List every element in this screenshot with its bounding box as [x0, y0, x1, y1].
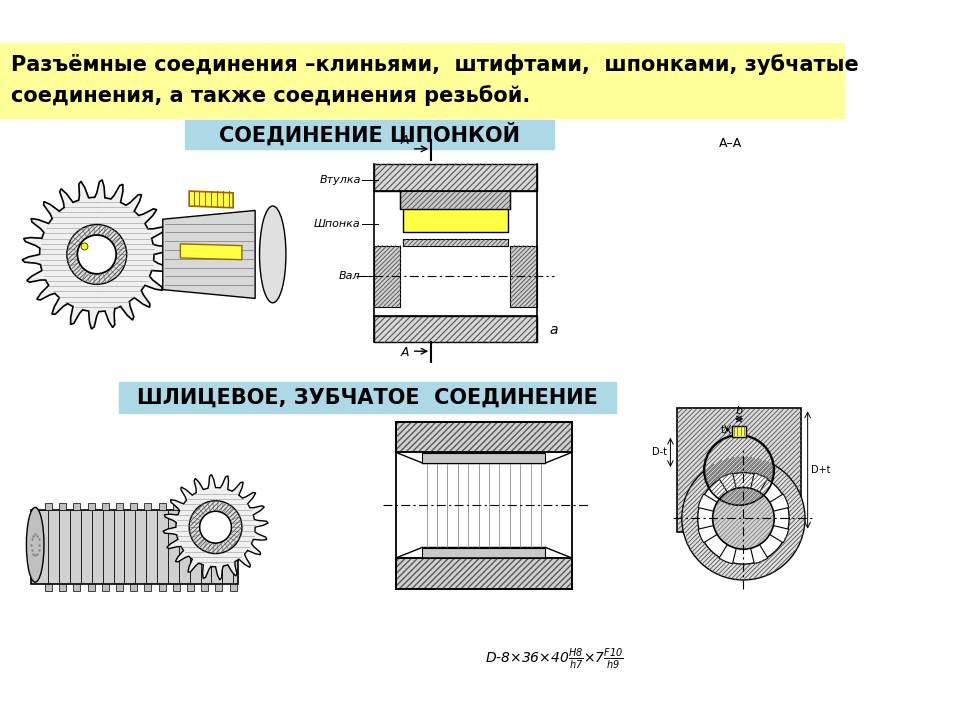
- Bar: [131, 585, 137, 590]
- Bar: [119, 382, 616, 413]
- Ellipse shape: [26, 508, 44, 582]
- Text: Разъёмные соединения –клиньями,  штифтами,  шпонками, зубчатые
соединения, а так: Разъёмные соединения –клиньями, штифтами…: [11, 54, 858, 106]
- Bar: [144, 503, 152, 510]
- Bar: [215, 503, 223, 510]
- Wedge shape: [750, 541, 768, 564]
- Circle shape: [200, 511, 231, 543]
- Wedge shape: [767, 525, 789, 543]
- Text: A–A: A–A: [719, 137, 742, 150]
- Text: ШЛИЦЕВОЕ, ЗУБЧАТОЕ  СОЕДИНЕНИЕ: ШЛИЦЕВОЕ, ЗУБЧАТОЕ СОЕДИНЕНИЕ: [137, 387, 598, 408]
- Bar: [60, 503, 66, 510]
- Polygon shape: [163, 210, 255, 298]
- Bar: [116, 503, 123, 510]
- Text: A: A: [400, 135, 409, 148]
- Wedge shape: [698, 525, 720, 543]
- Text: b: b: [735, 405, 743, 415]
- Bar: [403, 240, 508, 246]
- Wedge shape: [698, 494, 720, 512]
- Bar: [31, 510, 237, 585]
- Bar: [116, 585, 123, 590]
- Wedge shape: [719, 541, 737, 564]
- Text: a: a: [550, 323, 559, 337]
- Bar: [87, 585, 94, 590]
- Wedge shape: [767, 494, 789, 512]
- Circle shape: [67, 225, 127, 284]
- Bar: [158, 503, 166, 510]
- Bar: [184, 120, 554, 149]
- Polygon shape: [189, 191, 233, 208]
- Circle shape: [189, 501, 242, 554]
- Bar: [45, 585, 52, 590]
- Circle shape: [78, 235, 116, 274]
- Text: СОЕДИНЕНИЕ ШПОНКОЙ: СОЕДИНЕНИЕ ШПОНКОЙ: [219, 122, 520, 146]
- Circle shape: [698, 472, 789, 564]
- Bar: [0, 43, 845, 118]
- Bar: [158, 585, 166, 590]
- Bar: [173, 503, 180, 510]
- Bar: [373, 316, 537, 343]
- Bar: [422, 548, 545, 558]
- Bar: [400, 191, 511, 209]
- Bar: [511, 246, 537, 307]
- Bar: [678, 408, 801, 531]
- Wedge shape: [719, 473, 737, 495]
- Circle shape: [682, 456, 805, 580]
- Text: D-t: D-t: [652, 447, 667, 457]
- Bar: [403, 209, 508, 233]
- Bar: [215, 585, 223, 590]
- Text: Вал: Вал: [339, 271, 361, 282]
- Bar: [396, 558, 572, 589]
- Bar: [131, 503, 137, 510]
- Bar: [102, 503, 108, 510]
- Text: $D$-8×36×40$\mathregular{\frac{H8}{h7}}$×7$\mathregular{\frac{F10}{h9}}$: $D$-8×36×40$\mathregular{\frac{H8}{h7}}$…: [485, 647, 624, 672]
- Bar: [422, 454, 545, 463]
- Bar: [229, 503, 237, 510]
- Bar: [73, 503, 81, 510]
- Bar: [373, 164, 537, 191]
- Bar: [187, 585, 194, 590]
- Polygon shape: [22, 180, 172, 329]
- Bar: [144, 585, 152, 590]
- Bar: [73, 585, 81, 590]
- Text: D+t: D+t: [811, 465, 830, 475]
- Bar: [87, 503, 94, 510]
- Bar: [229, 585, 237, 590]
- Bar: [173, 585, 180, 590]
- Circle shape: [200, 511, 231, 543]
- Bar: [732, 426, 746, 436]
- Wedge shape: [750, 473, 768, 495]
- Ellipse shape: [259, 206, 286, 303]
- Circle shape: [78, 235, 116, 274]
- Bar: [202, 503, 208, 510]
- Bar: [60, 585, 66, 590]
- Text: Шпонка: Шпонка: [314, 219, 361, 229]
- Polygon shape: [163, 474, 268, 580]
- Text: Втулка: Втулка: [320, 175, 361, 184]
- Bar: [396, 422, 572, 452]
- Bar: [202, 585, 208, 590]
- Text: t: t: [721, 425, 725, 434]
- Bar: [102, 585, 108, 590]
- Bar: [187, 503, 194, 510]
- Bar: [373, 246, 400, 307]
- Text: A: A: [400, 346, 409, 359]
- Circle shape: [712, 487, 774, 549]
- Polygon shape: [180, 244, 242, 260]
- Circle shape: [705, 436, 774, 504]
- Bar: [45, 503, 52, 510]
